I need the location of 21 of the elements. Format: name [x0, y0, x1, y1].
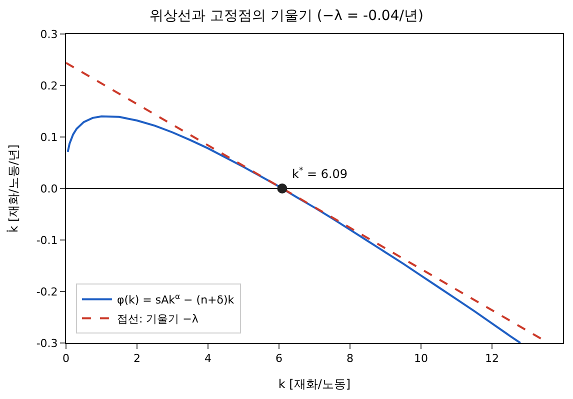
y-tick-label: -0.2	[36, 285, 58, 298]
x-axis-title: k [재화/노동]	[278, 377, 351, 392]
x-tick-label: 2	[134, 352, 140, 366]
x-tick-label: 12	[485, 352, 499, 366]
y-tick-label: 0.2	[40, 79, 58, 92]
y-tick-label: 0.3	[40, 28, 58, 41]
y-tick-label: -0.3	[36, 336, 58, 350]
y-tick-label: -0.1	[36, 234, 58, 247]
x-tick-label: 0	[62, 352, 70, 366]
legend-label: 접선: 기울기 −λ	[116, 312, 199, 326]
line-series	[66, 115, 522, 343]
annotation: k$^{*}$ = 6.09	[292, 165, 348, 182]
chart-title: 위상선과 고정점의 기울기 (−λ = -0.04/년)	[150, 8, 424, 24]
x-tick-label: 6	[276, 352, 282, 366]
y-axis-title: k̇ [재화/노동/년]	[6, 144, 21, 233]
y-tick-label: 0.1	[40, 130, 58, 144]
x-tick-label: 10	[414, 352, 428, 366]
x-tick-label: 4	[204, 352, 212, 366]
legend-label: φ(k) = sAk$^{α}$ − (n+δ)k	[116, 292, 235, 307]
x-tick-label: 8	[346, 352, 354, 366]
y-tick-label: 0.0	[40, 182, 58, 196]
